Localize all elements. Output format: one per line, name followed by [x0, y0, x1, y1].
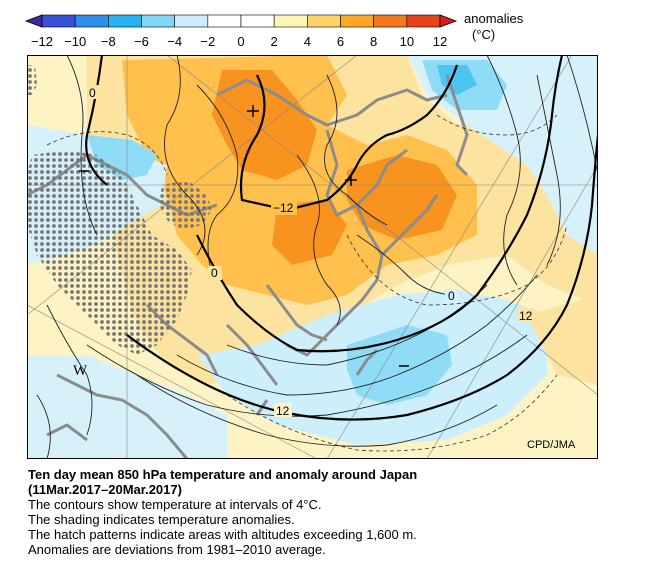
colorbar-tick-label: −6 — [134, 34, 149, 49]
colorbar-cell — [273, 14, 308, 28]
high-terrain-hatch-tibet — [27, 150, 192, 355]
contour-label-0-center: 0 — [211, 266, 218, 280]
colorbar-tick-label: 4 — [303, 34, 311, 49]
colorbar-left-arrow — [24, 14, 43, 28]
contour-label-0-north: 0 — [89, 86, 96, 100]
colorbar-cell — [74, 14, 109, 28]
caption-title-line2: (11Mar.2017–20Mar.2017) — [28, 482, 182, 497]
colorbar-tick-label: −12 — [30, 34, 54, 49]
colorbar-tick-label: 8 — [370, 34, 378, 49]
map-credit: CPD/JMA — [527, 439, 576, 451]
figure-caption: Ten day mean 850 hPa temperature and ano… — [28, 467, 628, 557]
caption-line-average: Anomalies are deviations from 1981–2010 … — [28, 542, 326, 557]
colorbar-tick-label: 12 — [432, 34, 448, 49]
caption-title-line1: Ten day mean 850 hPa temperature and ano… — [28, 467, 418, 482]
caption-line-hatch: The hatch patterns indicate areas with a… — [28, 527, 417, 542]
colorbar-cell — [141, 14, 175, 28]
strong-warm-anomaly-center — [272, 200, 347, 265]
warm-anomaly-region — [122, 55, 477, 305]
colorbar-cell — [406, 14, 441, 28]
colorbar-cell — [307, 14, 341, 28]
colorbar-tick-label: 10 — [399, 34, 415, 49]
colorbar-tick-label: −10 — [64, 34, 87, 49]
legend-title: anomalies — [464, 11, 524, 26]
contour-label-minus12: −12 — [273, 201, 294, 215]
colorbar-tick-label: 6 — [336, 34, 345, 49]
colorbar-cell — [340, 14, 374, 28]
contour-label-12-east: 12 — [519, 309, 533, 323]
colorbar-tick-label: 0 — [237, 34, 245, 49]
colorbar-cell — [373, 14, 408, 28]
warm-light-anomaly-southeast — [527, 295, 598, 385]
colorbar-right-arrow — [439, 14, 458, 28]
colorbar-cell — [41, 14, 76, 28]
colorbar-cell — [207, 14, 242, 28]
high-terrain-hatch-mongolia — [159, 180, 212, 230]
center-markers — [79, 105, 409, 367]
colorbar-tick-label: 2 — [270, 34, 278, 49]
warm-center-letter: W — [73, 363, 88, 379]
map-frame — [27, 55, 598, 459]
colorbar-cell — [240, 14, 275, 28]
colorbar-tick-label: −8 — [100, 34, 116, 49]
caption-line-shading: The shading indicates temperature anomal… — [28, 512, 295, 527]
high-terrain-hatch-west-edge — [27, 65, 37, 95]
temperature-contours-thick — [85, 55, 598, 421]
caption-line-contours: The contours show temperature at interva… — [28, 497, 322, 512]
colorbar-cells — [41, 14, 441, 28]
anomaly-colorbar — [24, 14, 458, 28]
contour-labels: 0 −12 0 0 12 12 — [87, 85, 535, 418]
anomaly-map: 0 −12 0 0 12 12 W CPD/JMA — [27, 55, 598, 459]
legend-unit: (°C) — [472, 27, 496, 42]
colorbar-cell — [174, 14, 209, 28]
colorbar-cell — [108, 14, 142, 28]
colorbar-tick-label: −4 — [167, 34, 183, 49]
colorbar-tick-label: −2 — [200, 34, 216, 49]
contour-label-12-south: 12 — [276, 404, 290, 418]
contour-label-0-east: 0 — [448, 289, 455, 303]
temperature-contours-dashed — [46, 114, 568, 452]
